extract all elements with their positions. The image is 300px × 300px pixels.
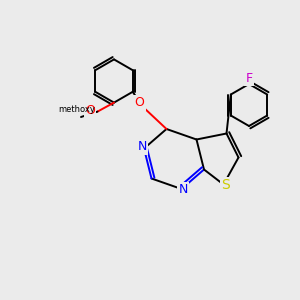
Text: O: O bbox=[135, 96, 144, 110]
Text: N: N bbox=[178, 183, 188, 196]
Text: methoxy: methoxy bbox=[58, 105, 95, 114]
Text: F: F bbox=[245, 72, 253, 85]
Text: O: O bbox=[85, 103, 95, 117]
Text: S: S bbox=[221, 178, 230, 192]
Text: N: N bbox=[138, 140, 147, 154]
